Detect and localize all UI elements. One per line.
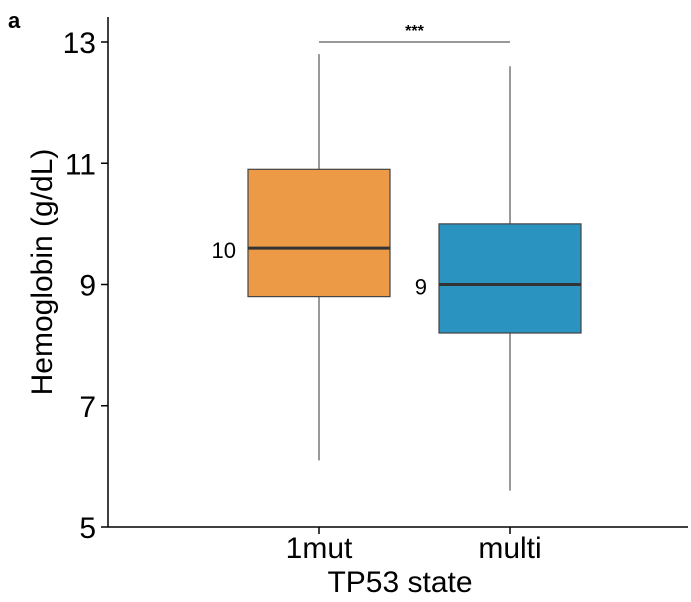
x-tick-label: multi: [478, 532, 541, 565]
box-1mut: [247, 168, 391, 298]
y-tick-label: 7: [79, 391, 96, 424]
x-tick-label: 1mut: [286, 532, 353, 565]
y-tick-label: 11: [65, 148, 96, 181]
y-tick-label: 9: [79, 270, 96, 303]
annotations: ***: [319, 23, 510, 43]
axes: 5 7 9 11 13 1mut multi: [63, 17, 688, 565]
boxes: 10 9: [212, 54, 582, 491]
median-label: 9: [415, 275, 427, 300]
median-label: 10: [212, 238, 236, 263]
panel-label: a: [8, 8, 21, 33]
box-multi: [438, 223, 582, 334]
significance-label: ***: [405, 23, 424, 40]
y-axis-title: Hemoglobin (g/dL): [26, 149, 59, 396]
x-axis-title: TP53 state: [327, 566, 472, 599]
y-tick-label: 13: [63, 27, 96, 60]
y-tick-label: 5: [79, 512, 96, 545]
